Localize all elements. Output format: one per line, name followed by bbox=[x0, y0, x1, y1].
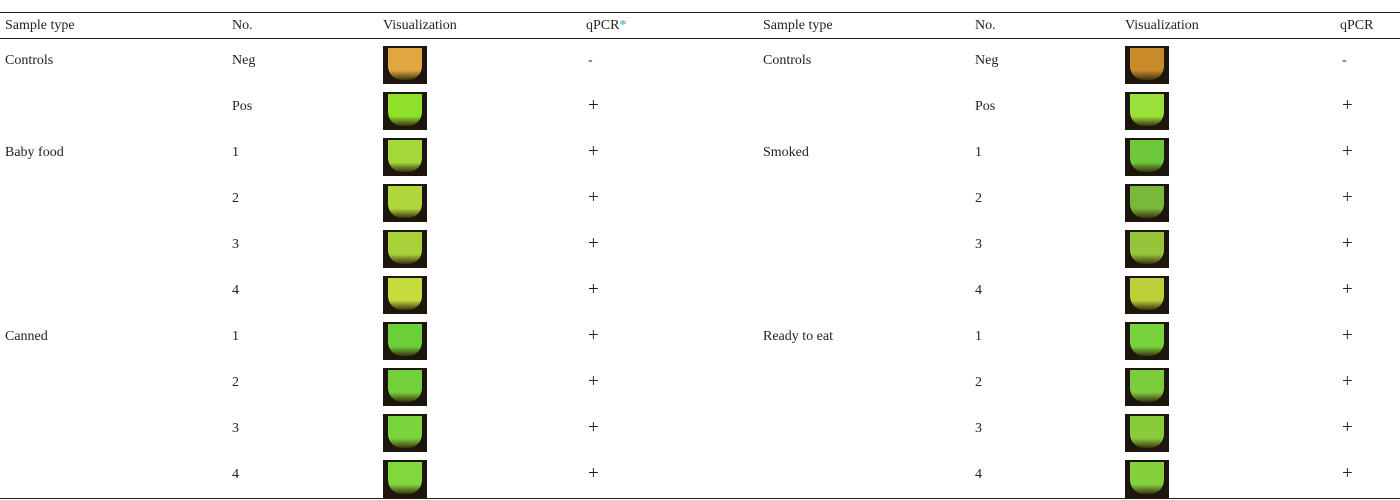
tube-image bbox=[383, 414, 427, 452]
tube-liquid bbox=[1130, 48, 1164, 80]
tube-image bbox=[383, 460, 427, 498]
tube-liquid bbox=[1130, 462, 1164, 494]
header-rule bbox=[0, 38, 1400, 39]
qpcr-result: - bbox=[1342, 53, 1347, 68]
tube-liquid bbox=[388, 278, 422, 310]
header-cell: No. bbox=[232, 18, 253, 33]
sample-type: Ready to eat bbox=[763, 329, 833, 344]
sample-type: Controls bbox=[763, 53, 812, 68]
tube-image bbox=[1125, 368, 1169, 406]
tube-image bbox=[383, 184, 427, 222]
tube-image bbox=[383, 46, 427, 84]
tube-liquid bbox=[1130, 186, 1164, 218]
sample-no: 3 bbox=[232, 421, 239, 436]
header-cell: qPCR bbox=[1340, 18, 1374, 33]
qpcr-result: + bbox=[1342, 279, 1353, 300]
qpcr-result: + bbox=[1342, 187, 1353, 208]
tube-image bbox=[383, 276, 427, 314]
qpcr-result: + bbox=[588, 233, 599, 254]
qpcr-result: + bbox=[588, 95, 599, 116]
tube-liquid bbox=[388, 186, 422, 218]
qpcr-result: + bbox=[1342, 417, 1353, 438]
tube-image bbox=[383, 322, 427, 360]
tube-image bbox=[1125, 184, 1169, 222]
sample-type: Baby food bbox=[5, 145, 64, 160]
tube-liquid bbox=[388, 416, 422, 448]
sample-no: Neg bbox=[232, 53, 256, 68]
qpcr-result: + bbox=[1342, 95, 1353, 116]
qpcr-result: + bbox=[1342, 141, 1353, 162]
sample-type: Canned bbox=[5, 329, 48, 344]
sample-no: 3 bbox=[975, 237, 982, 252]
sample-no: 4 bbox=[232, 283, 239, 298]
sample-no: Neg bbox=[975, 53, 999, 68]
qpcr-result: + bbox=[1342, 233, 1353, 254]
sample-no: 3 bbox=[975, 421, 982, 436]
tube-liquid bbox=[388, 232, 422, 264]
header-cell: qPCR* bbox=[586, 18, 627, 33]
qpcr-result: + bbox=[588, 417, 599, 438]
tube-liquid bbox=[1130, 278, 1164, 310]
qpcr-result: + bbox=[588, 325, 599, 346]
tube-image bbox=[383, 230, 427, 268]
qpcr-result: + bbox=[588, 279, 599, 300]
header-cell: No. bbox=[975, 18, 996, 33]
sample-no: Pos bbox=[975, 99, 996, 114]
qpcr-result: + bbox=[1342, 463, 1353, 484]
qpcr-result: + bbox=[588, 141, 599, 162]
sample-no: 2 bbox=[975, 375, 982, 390]
qpcr-result: + bbox=[588, 371, 599, 392]
top-rule bbox=[0, 12, 1400, 13]
tube-image bbox=[1125, 92, 1169, 130]
tube-image bbox=[1125, 46, 1169, 84]
qpcr-result: + bbox=[588, 187, 599, 208]
sample-type: Controls bbox=[5, 53, 54, 68]
header-cell: Visualization bbox=[383, 18, 457, 33]
tube-liquid bbox=[1130, 370, 1164, 402]
sample-no: 4 bbox=[232, 467, 239, 482]
sample-no: 4 bbox=[975, 467, 982, 482]
sample-no: 2 bbox=[975, 191, 982, 206]
sample-no: 1 bbox=[975, 145, 982, 160]
tube-image bbox=[383, 92, 427, 130]
tube-liquid bbox=[388, 324, 422, 356]
sample-no: 2 bbox=[232, 191, 239, 206]
qpcr-result: + bbox=[588, 463, 599, 484]
tube-liquid bbox=[388, 140, 422, 172]
tube-image bbox=[1125, 138, 1169, 176]
header-cell: Sample type bbox=[5, 18, 75, 33]
tube-liquid bbox=[388, 94, 422, 126]
tube-image bbox=[383, 138, 427, 176]
sample-no: 1 bbox=[232, 145, 239, 160]
tube-image bbox=[1125, 460, 1169, 498]
tube-image bbox=[383, 368, 427, 406]
tube-image bbox=[1125, 414, 1169, 452]
tube-liquid bbox=[1130, 94, 1164, 126]
header-cell: Visualization bbox=[1125, 18, 1199, 33]
qpcr-result: + bbox=[1342, 325, 1353, 346]
tube-liquid bbox=[1130, 140, 1164, 172]
tube-image bbox=[1125, 322, 1169, 360]
header-cell: Sample type bbox=[763, 18, 833, 33]
tube-liquid bbox=[1130, 416, 1164, 448]
sample-no: Pos bbox=[232, 99, 253, 114]
footnote-marker: * bbox=[619, 18, 627, 33]
tube-image bbox=[1125, 276, 1169, 314]
tube-liquid bbox=[388, 370, 422, 402]
sample-no: 3 bbox=[232, 237, 239, 252]
tube-liquid bbox=[1130, 324, 1164, 356]
tube-liquid bbox=[388, 462, 422, 494]
sample-no: 1 bbox=[232, 329, 239, 344]
sample-no: 4 bbox=[975, 283, 982, 298]
bottom-rule bbox=[0, 498, 1400, 499]
tube-image bbox=[1125, 230, 1169, 268]
tube-liquid bbox=[388, 48, 422, 80]
sample-no: 1 bbox=[975, 329, 982, 344]
tube-liquid bbox=[1130, 232, 1164, 264]
sample-type: Smoked bbox=[763, 145, 809, 160]
sample-no: 2 bbox=[232, 375, 239, 390]
qpcr-result: - bbox=[588, 53, 593, 68]
qpcr-result: + bbox=[1342, 371, 1353, 392]
